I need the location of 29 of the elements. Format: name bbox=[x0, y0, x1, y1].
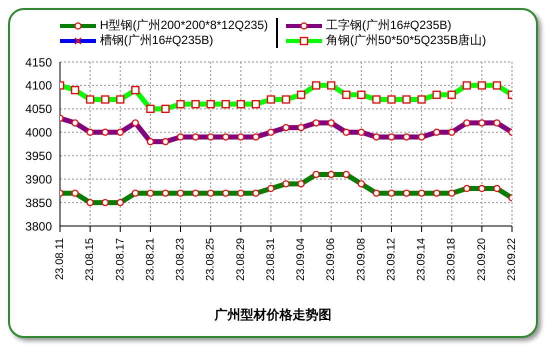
y-tick-label: 3950 bbox=[25, 148, 52, 163]
x-tick-label: 23.09.08 bbox=[355, 238, 368, 281]
x-tick-label: 23.09.20 bbox=[476, 238, 488, 281]
y-tick-label: 4050 bbox=[25, 102, 52, 116]
x-tick-label: 23.09.14 bbox=[416, 238, 428, 281]
x-tick-label: 23.08.15 bbox=[84, 238, 96, 281]
legend-label: 角钢(广州50*50*5Q235B唐山) bbox=[325, 33, 486, 48]
x-tick-label: 23.08.29 bbox=[234, 238, 247, 281]
x-tick-label: 23.09.06 bbox=[325, 238, 338, 281]
y-tick-label: 4100 bbox=[25, 78, 52, 93]
y-tick-label: 3800 bbox=[25, 219, 52, 234]
x-tick-label: 23.08.31 bbox=[264, 238, 277, 281]
x-tick-label: 23.09.22 bbox=[506, 238, 518, 281]
x-tick-label: 23.09.12 bbox=[385, 238, 398, 281]
y-tick-label: 3850 bbox=[25, 196, 52, 210]
x-tick-label: 23.09.18 bbox=[446, 238, 458, 281]
legend-label: H型钢(广州200*200*8*12Q235) bbox=[98, 18, 268, 33]
x-tick-label: 23.09.04 bbox=[295, 238, 308, 281]
x-tick-label: 23.08.11 bbox=[54, 238, 66, 280]
text: 广州型材价格走势图 bbox=[214, 306, 332, 324]
x-tick-label: 23.08.23 bbox=[174, 238, 187, 281]
legend-label: 槽钢(广州16#Q235B) bbox=[98, 33, 214, 48]
y-tick-label: 4150 bbox=[25, 55, 52, 70]
x-tick-label: 23.08.17 bbox=[114, 238, 126, 281]
y-tick-label: 3900 bbox=[25, 172, 52, 186]
y-tick-label: 4000 bbox=[25, 126, 52, 140]
x-tick-label: 23.08.21 bbox=[144, 238, 156, 281]
legend-label: 工字钢(广州16#Q235B) bbox=[325, 18, 452, 33]
x-tick-label: 23.08.25 bbox=[204, 238, 217, 281]
